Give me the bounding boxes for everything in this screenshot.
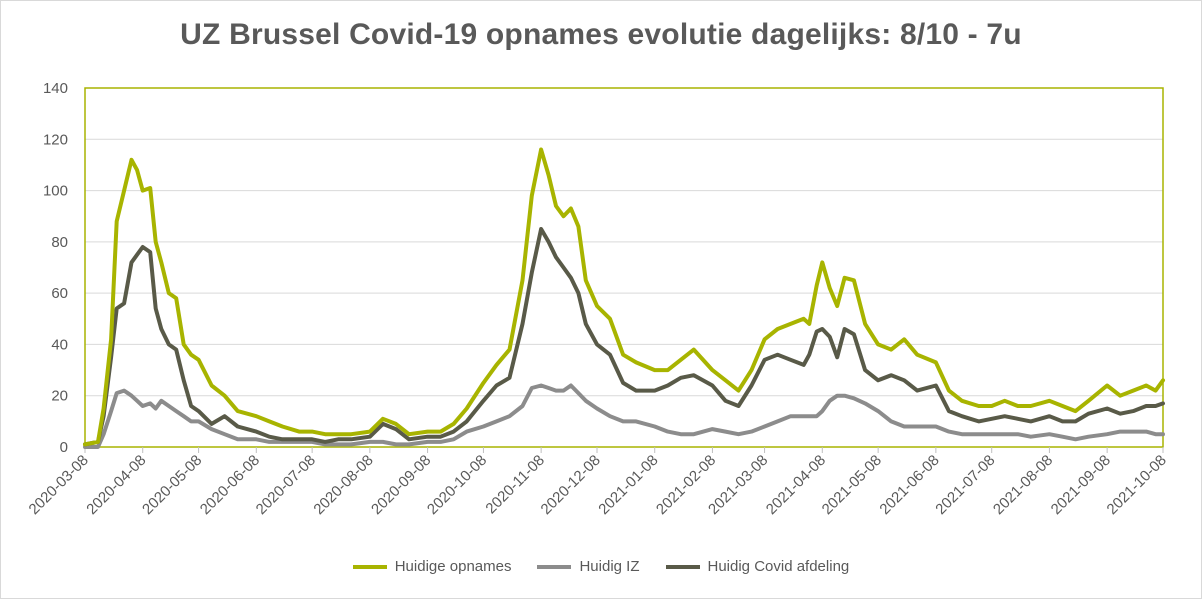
legend-label-huidig-iz: Huidig IZ <box>579 558 640 575</box>
x-tick-label: 2021-05-08 <box>819 452 885 518</box>
x-tick-label: 2020-05-08 <box>139 452 205 518</box>
legend-item-huidig-covid-afdeling: Huidig Covid afdeling <box>665 558 850 575</box>
y-tick-label: 120 <box>43 131 68 148</box>
y-tick-label: 40 <box>51 336 68 353</box>
x-tick-label: 2021-10-08 <box>1104 452 1170 518</box>
series-lines <box>83 147 1165 449</box>
y-tick-label: 80 <box>51 234 68 251</box>
x-tick-label: 2021-08-08 <box>990 452 1056 518</box>
series-line-huidige-opnames <box>83 147 1165 447</box>
y-tick-label: 0 <box>60 439 68 456</box>
x-tick-label: 2020-12-08 <box>538 452 604 518</box>
x-tick-label: 2020-08-08 <box>310 452 376 518</box>
x-tick-label: 2020-03-08 <box>26 452 92 518</box>
x-axis: 2020-03-082020-04-082020-05-082020-06-08… <box>26 447 1170 518</box>
legend-swatch-huidig-iz <box>537 564 572 569</box>
y-tick-label: 60 <box>51 285 68 302</box>
legend: Huidige opnames Huidig IZ Huidig Covid a… <box>0 558 1202 575</box>
y-tick-label: 20 <box>51 388 68 405</box>
x-tick-label: 2020-09-08 <box>368 452 434 518</box>
legend-swatch-huidige-opnames <box>352 564 387 569</box>
y-axis: 0 20 40 60 80 100 120 140 <box>43 80 68 456</box>
series-line-huidig-covid-afdeling <box>83 227 1165 447</box>
x-tick-label: 2020-06-08 <box>197 452 263 518</box>
y-tick-label: 140 <box>43 80 68 97</box>
chart-title: UZ Brussel Covid-19 opnames evolutie dag… <box>180 18 1022 51</box>
x-tick-label: 2021-04-08 <box>763 452 829 518</box>
x-tick-label: 2021-01-08 <box>595 452 661 518</box>
plot-area-border <box>84 87 1164 448</box>
legend-label-huidig-covid-afdeling: Huidig Covid afdeling <box>707 558 850 575</box>
x-tick-label: 2021-07-08 <box>932 452 998 518</box>
x-tick-label: 2021-06-08 <box>876 452 942 518</box>
series-line-huidig-iz <box>83 383 1165 449</box>
x-tick-label: 2020-10-08 <box>424 452 490 518</box>
y-tick-label: 100 <box>43 183 68 200</box>
legend-item-huidig-iz: Huidig IZ <box>537 558 640 575</box>
gridlines <box>85 87 1163 397</box>
legend-swatch-huidig-covid-afdeling <box>665 564 700 569</box>
x-tick-label: 2020-04-08 <box>83 452 149 518</box>
legend-item-huidige-opnames: Huidige opnames <box>352 558 512 575</box>
legend-label-huidige-opnames: Huidige opnames <box>394 558 512 575</box>
x-tick-label: 2020-07-08 <box>253 452 319 518</box>
x-tick-label: 2021-09-08 <box>1048 452 1114 518</box>
